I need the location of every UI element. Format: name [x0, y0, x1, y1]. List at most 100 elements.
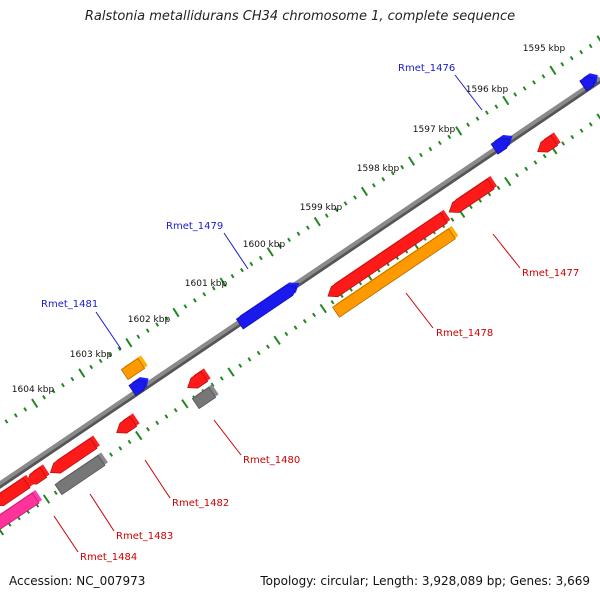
outer-tick-track	[4, 35, 600, 424]
gene-label-group[interactable]: Rmet_1477	[492, 233, 579, 279]
minor-tick	[155, 420, 160, 426]
gene-label[interactable]: Rmet_1482	[172, 498, 229, 509]
gene-feature-gray[interactable]	[191, 384, 219, 410]
minor-tick	[284, 331, 289, 337]
minor-tick	[127, 439, 132, 445]
major-tick	[549, 65, 557, 76]
minor-tick	[219, 376, 224, 381]
minor-tick	[192, 298, 197, 303]
major-tick	[273, 335, 281, 345]
kbp-label: 1600 kbp	[243, 240, 286, 250]
gene-label-group[interactable]: Rmet_1482	[144, 459, 229, 509]
minor-tick	[61, 382, 65, 388]
minor-tick	[42, 395, 47, 400]
gene-feature-red[interactable]	[49, 435, 100, 474]
minor-tick	[277, 243, 282, 249]
minor-tick	[305, 225, 310, 230]
feature-front-face	[50, 438, 97, 474]
gene-label-group[interactable]: Rmet_1476	[398, 63, 483, 111]
feature-front-face	[187, 371, 208, 389]
gene-label-group[interactable]: Rmet_1478	[405, 292, 493, 339]
gene-label[interactable]: Rmet_1483	[116, 531, 173, 542]
gene-label-group[interactable]: Rmet_1481	[41, 299, 122, 350]
gene-feature-orange[interactable]	[332, 225, 459, 318]
minor-tick	[522, 86, 527, 91]
feature-front-face	[26, 467, 47, 485]
major-tick	[502, 95, 510, 106]
feature-front-face	[449, 179, 495, 213]
minor-tick	[524, 166, 529, 172]
gene-label[interactable]: Rmet_1481	[41, 299, 98, 310]
minor-tick	[437, 140, 442, 146]
kbp-label: 1596 kbp	[466, 85, 509, 95]
minor-tick	[343, 201, 348, 206]
gene-label-group[interactable]: Rmet_1484	[53, 515, 137, 563]
gene-leader-line	[223, 232, 249, 270]
minor-tick	[588, 122, 593, 127]
minor-tick	[238, 363, 243, 368]
minor-tick	[542, 153, 547, 159]
gene-feature-red[interactable]	[537, 132, 561, 153]
minor-tick	[324, 213, 329, 218]
feature-outline	[490, 137, 510, 155]
minor-tick	[400, 164, 405, 170]
feature-front-face	[491, 138, 510, 155]
gene-feature-blue[interactable]	[235, 282, 300, 330]
feature-front-face	[192, 387, 216, 409]
gene-label-group[interactable]: Rmet_1479	[166, 221, 249, 270]
minor-tick	[541, 74, 546, 79]
kbp-label: 1602 kbp	[128, 315, 171, 325]
feature-outline	[187, 370, 209, 389]
gene-label-group[interactable]: Rmet_1480	[213, 419, 300, 466]
gene-label-group[interactable]: Rmet_1483	[89, 493, 173, 542]
minor-tick	[588, 43, 593, 49]
map-title: Ralstonia metallidurans CH34 chromosome …	[84, 9, 516, 24]
minor-tick	[570, 134, 575, 140]
gene-feature-pink[interactable]	[0, 490, 43, 531]
feature-front-face	[332, 228, 456, 318]
gene-label[interactable]: Rmet_1484	[80, 552, 137, 563]
gene-feature-gray[interactable]	[54, 452, 108, 496]
gene-feature-red[interactable]	[26, 464, 50, 485]
gene-feature-blue[interactable]	[490, 135, 513, 155]
minor-tick	[302, 319, 307, 324]
gene-feature-red[interactable]	[116, 413, 140, 434]
major-tick	[319, 303, 327, 314]
minor-tick	[13, 413, 18, 418]
gene-label[interactable]: Rmet_1477	[522, 268, 579, 279]
minor-tick	[371, 183, 376, 188]
gene-label[interactable]: Rmet_1478	[436, 328, 493, 339]
minor-tick	[89, 364, 94, 370]
minor-tick	[450, 217, 455, 222]
gene-feature-red[interactable]	[327, 209, 451, 298]
gene-feature-red[interactable]	[187, 368, 211, 389]
gene-leader-line	[53, 515, 79, 553]
minor-tick	[353, 195, 357, 200]
minor-tick	[569, 55, 574, 61]
minor-tick	[258, 255, 263, 261]
minor-tick	[247, 357, 252, 362]
feature-outline	[579, 75, 596, 92]
gene-feature-blue[interactable]	[579, 73, 598, 92]
minor-tick	[109, 452, 114, 457]
feature-front-face	[55, 455, 105, 495]
major-tick	[0, 528, 5, 536]
major-tick	[42, 494, 51, 504]
minor-tick	[230, 273, 235, 279]
gene-feature-red[interactable]	[448, 176, 498, 213]
minor-tick	[146, 427, 150, 432]
minor-tick	[468, 204, 473, 210]
gene-label[interactable]: Rmet_1480	[243, 455, 300, 466]
major-tick	[596, 35, 600, 42]
major-tick	[181, 399, 189, 409]
gene-leader-line	[89, 493, 115, 532]
gene-label[interactable]: Rmet_1479	[166, 221, 223, 232]
gene-feature-orange[interactable]	[120, 355, 148, 381]
minor-tick	[496, 185, 501, 191]
kbp-label: 1604 kbp	[12, 385, 55, 395]
gene-label[interactable]: Rmet_1476	[398, 63, 455, 74]
gene-feature-red[interactable]	[0, 474, 33, 507]
gene-feature-blue[interactable]	[128, 377, 149, 397]
feature-outline	[191, 386, 217, 410]
feature-outline	[235, 285, 297, 330]
